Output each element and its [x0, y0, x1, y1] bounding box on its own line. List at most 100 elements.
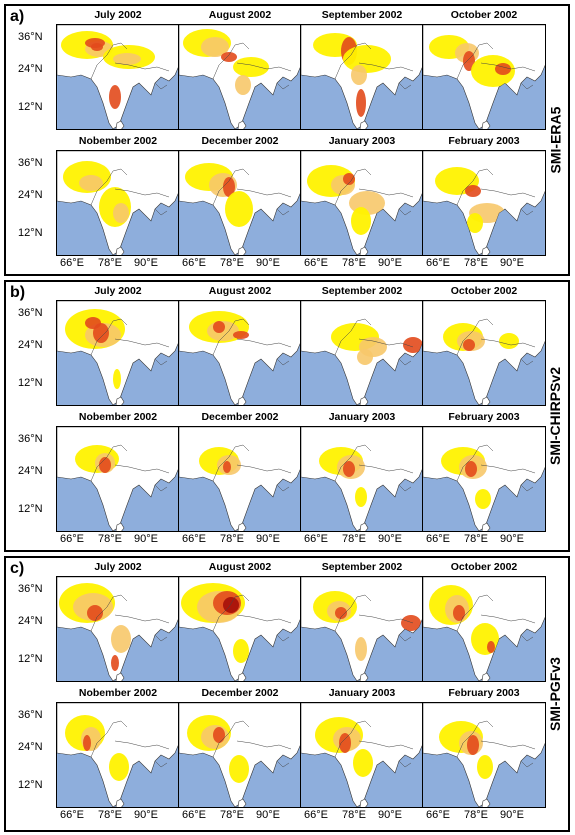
map-frame — [422, 150, 546, 256]
sri-lanka — [237, 672, 247, 681]
drought-field — [199, 447, 241, 475]
longitude-tick-label: 66°E — [60, 257, 84, 269]
map-frame — [56, 576, 180, 682]
map-graphic — [423, 703, 545, 807]
longitude-tick-label: 78°E — [220, 533, 244, 545]
drought-hotspot — [343, 461, 355, 477]
longitude-tick-label: 66°E — [304, 257, 328, 269]
longitude-tick-label: 66°E — [182, 257, 206, 269]
drought-hotspot — [499, 333, 519, 349]
drought-hotspot — [355, 487, 367, 507]
panel-a: a) SMI-ERA5 July 2002 36°N 24°N 12°N August 20… — [4, 4, 570, 276]
drought-hotspot — [477, 755, 493, 779]
product-label: SMI-CHIRPSv2 — [547, 366, 563, 466]
map-frame — [56, 300, 180, 406]
map-graphic — [301, 703, 423, 807]
map-title: August 2002 — [208, 561, 272, 573]
drought-field — [443, 323, 519, 351]
latitude-tick-label: 24°N — [18, 63, 43, 75]
panel-b: b) SMI-CHIRPSv2 July 2002 36°N 24°N 12°N Augus… — [4, 280, 570, 552]
map-title: February 2003 — [448, 411, 520, 423]
monthly-map: September 2002 — [300, 560, 424, 688]
country-borders — [212, 720, 292, 768]
longitude-tick-label: 90°E — [134, 533, 158, 545]
map-title: October 2002 — [450, 9, 518, 21]
monthly-map: February 2003 — [422, 686, 546, 814]
monthly-map: September 2002 — [300, 284, 424, 412]
drought-field — [75, 445, 119, 473]
map-graphic — [179, 703, 301, 807]
map-graphic — [57, 703, 179, 807]
drought-hotspot — [83, 735, 91, 751]
longitude-tick-label: 90°E — [500, 533, 524, 545]
monthly-map: Nobember 2002 — [56, 134, 180, 262]
map-frame — [422, 576, 546, 682]
drought-hotspot — [453, 605, 465, 621]
map-title: Nobember 2002 — [78, 135, 158, 147]
drought-hotspot — [465, 185, 481, 197]
longitude-tick-label: 78°E — [342, 257, 366, 269]
drought-hotspot — [495, 63, 511, 75]
monthly-map: October 2002 — [422, 560, 546, 688]
map-graphic — [179, 151, 301, 255]
sri-lanka — [481, 798, 491, 807]
drought-hotspot — [353, 749, 373, 777]
map-frame — [422, 426, 546, 532]
drought-hotspot — [201, 37, 229, 57]
latitude-tick-label: 36°N — [18, 583, 43, 595]
drought-hotspot — [99, 457, 111, 473]
map-frame — [300, 702, 424, 808]
drought-hotspot — [213, 321, 225, 333]
drought-hotspot — [343, 45, 391, 73]
country-borders — [334, 42, 414, 90]
map-frame — [178, 576, 302, 682]
longitude-tick-label: 90°E — [378, 533, 402, 545]
latitude-tick-label: 24°N — [18, 339, 43, 351]
map-title: January 2003 — [328, 411, 396, 423]
map-frame — [422, 300, 546, 406]
latitude-tick-label: 24°N — [18, 615, 43, 627]
drought-hotspot — [233, 639, 249, 663]
drought-hotspot — [401, 615, 421, 631]
drought-hotspot — [223, 177, 235, 197]
drought-field — [441, 447, 491, 509]
latitude-tick-label: 12°N — [18, 227, 43, 239]
map-graphic — [179, 577, 301, 681]
longitude-tick-label: 90°E — [256, 809, 280, 821]
map-title: September 2002 — [321, 9, 403, 21]
map-frame — [178, 426, 302, 532]
map-title: January 2003 — [328, 135, 396, 147]
monthly-map: December 2002 — [178, 410, 302, 538]
monthly-map: July 2002 — [56, 8, 180, 136]
map-title: December 2002 — [201, 411, 279, 423]
country-borders — [90, 720, 170, 768]
longitude-tick-label: 66°E — [426, 533, 450, 545]
product-label-container: SMI-PGFv3 — [544, 558, 566, 830]
country-borders — [90, 42, 170, 90]
sri-lanka — [115, 672, 125, 681]
sri-lanka — [115, 246, 125, 255]
sri-lanka — [237, 120, 247, 129]
map-title: Nobember 2002 — [78, 411, 158, 423]
longitude-tick-label: 78°E — [220, 809, 244, 821]
latitude-tick-label: 12°N — [18, 503, 43, 515]
drought-hotspot — [85, 317, 101, 329]
sri-lanka — [115, 396, 125, 405]
map-frame — [422, 702, 546, 808]
map-graphic — [423, 25, 545, 129]
sri-lanka — [237, 798, 247, 807]
sri-lanka — [481, 396, 491, 405]
drought-field — [331, 323, 423, 365]
map-frame — [56, 24, 180, 130]
country-borders — [334, 594, 414, 642]
map-title: December 2002 — [201, 687, 279, 699]
drought-hotspot — [351, 207, 371, 235]
sri-lanka — [237, 396, 247, 405]
monthly-map: December 2002 — [178, 134, 302, 262]
panel-letter: a) — [10, 8, 25, 25]
drought-hotspot — [467, 735, 479, 755]
country-borders — [334, 444, 414, 492]
longitude-tick-label: 90°E — [378, 809, 402, 821]
drought-hotspot — [357, 349, 373, 365]
longitude-tick-label: 78°E — [98, 809, 122, 821]
